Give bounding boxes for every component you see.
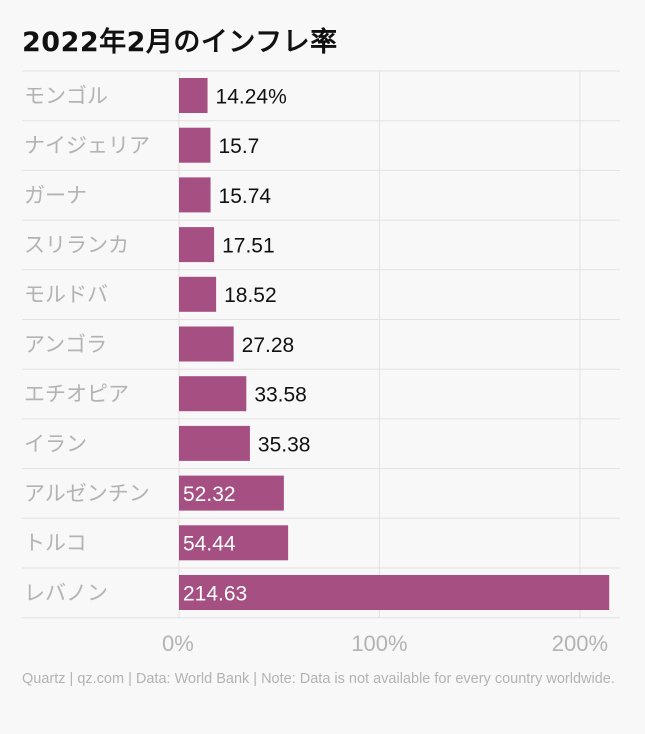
value-label: 15.7	[218, 135, 259, 158]
category-label: トルコ	[24, 531, 87, 555]
chart-title: 2022年2月のインフレ率	[22, 27, 338, 58]
value-label: 214.63	[183, 582, 247, 605]
value-label: 52.32	[183, 483, 236, 506]
bar	[179, 425, 250, 461]
value-label: 27.28	[242, 334, 295, 357]
x-tick-label: 0%	[162, 631, 194, 656]
category-label: レバノン	[24, 581, 108, 605]
category-label: イラン	[24, 432, 87, 456]
category-label: スリランカ	[24, 233, 129, 257]
x-tick-label: 200%	[552, 631, 608, 656]
category-label: アルゼンチン	[24, 481, 150, 505]
bar	[179, 177, 211, 213]
value-label: 14.24%	[216, 85, 287, 108]
category-label: アンゴラ	[24, 332, 107, 356]
category-label: ガーナ	[24, 183, 87, 207]
category-label: モンゴル	[24, 84, 108, 108]
category-label: エチオピア	[24, 382, 129, 406]
bar-chart: モンゴル 14.24% ナイジェリア 15.7 ガーナ 15.74 スリランカ 17.51 モル…	[22, 70, 620, 656]
value-label: 35.38	[258, 433, 311, 456]
bar	[179, 575, 610, 610]
value-label: 33.58	[254, 384, 307, 407]
bar	[179, 127, 211, 163]
bar	[179, 475, 284, 511]
x-tick-label: 100%	[351, 631, 407, 656]
value-label: 18.52	[224, 284, 277, 307]
bar	[179, 525, 289, 561]
bar	[179, 227, 215, 263]
value-label: 15.74	[219, 185, 272, 208]
value-label: 17.51	[222, 234, 275, 257]
bar	[179, 376, 247, 412]
value-label: 54.44	[183, 533, 236, 556]
category-label: モルドバ	[24, 283, 108, 307]
category-label: ナイジェリア	[24, 134, 150, 158]
source-note: Quartz | qz.com | Data: World Bank | Not…	[22, 671, 615, 687]
bar	[179, 78, 208, 113]
bar	[179, 276, 217, 312]
bar	[179, 326, 234, 362]
